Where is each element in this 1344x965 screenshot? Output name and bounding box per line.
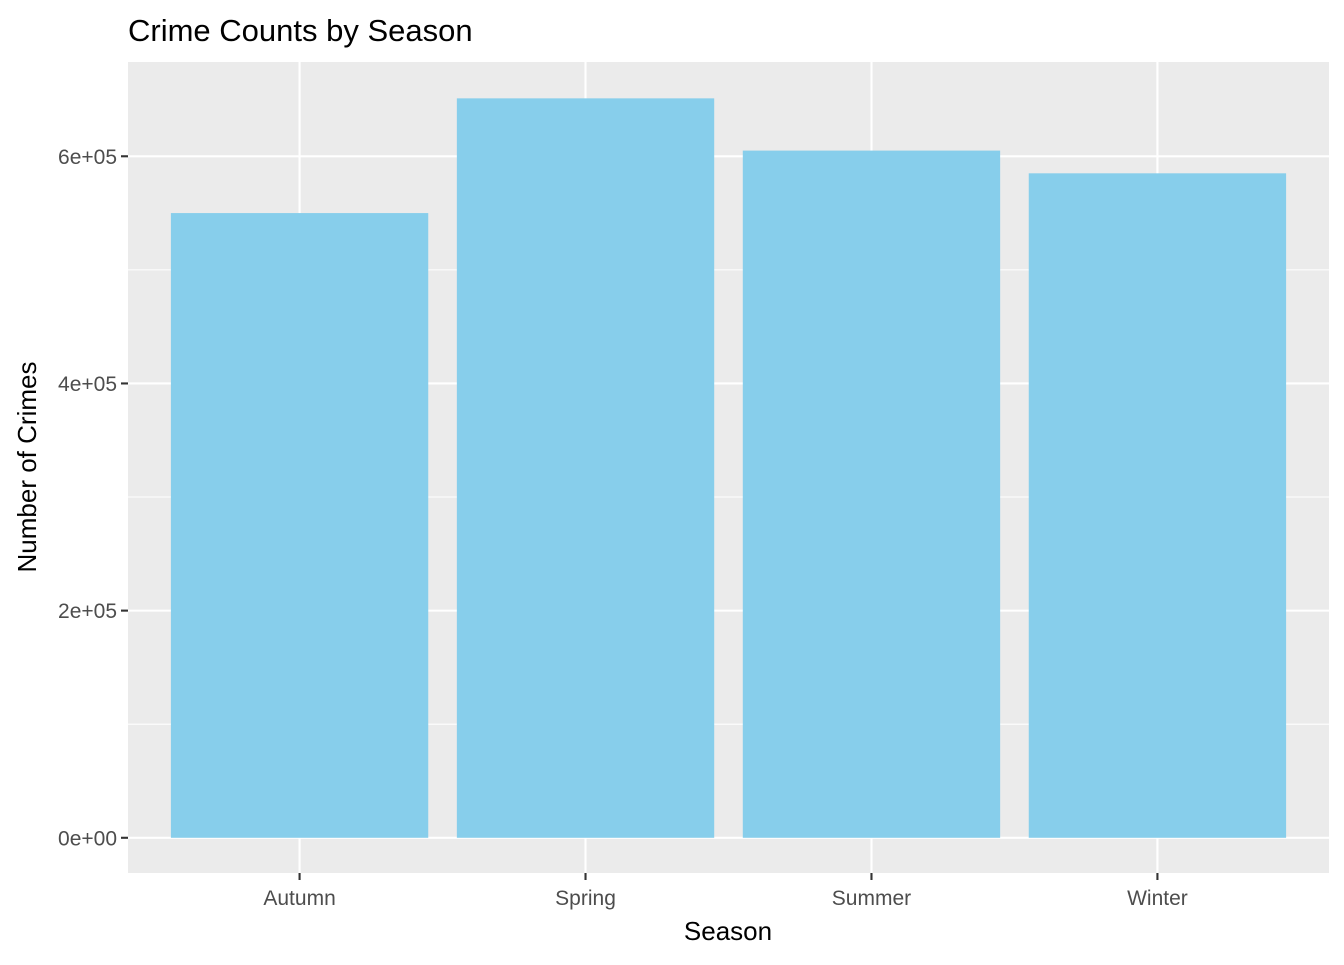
y-axis-title: Number of Crimes: [12, 362, 42, 573]
bars: [170, 98, 1287, 838]
x-axis-title: Season: [684, 916, 772, 946]
bar-summer: [742, 150, 1001, 838]
bar-autumn: [170, 213, 429, 838]
x-axis: Autumn Spring Summer Winter: [263, 873, 1188, 910]
y-tick-label: 6e+05: [58, 146, 117, 169]
chart-title: Crime Counts by Season: [128, 13, 473, 48]
x-tick-label: Autumn: [263, 887, 335, 910]
y-tick-label: 0e+00: [58, 827, 117, 850]
bar-spring: [456, 98, 715, 838]
x-tick-label: Winter: [1127, 887, 1188, 910]
x-tick-label: Summer: [832, 887, 911, 910]
y-axis: 0e+00 2e+05 4e+05 6e+05: [58, 146, 128, 850]
y-tick-label: 2e+05: [58, 600, 117, 623]
y-tick-label: 4e+05: [58, 373, 117, 396]
bar-winter: [1028, 173, 1287, 838]
x-tick-label: Spring: [555, 887, 616, 910]
